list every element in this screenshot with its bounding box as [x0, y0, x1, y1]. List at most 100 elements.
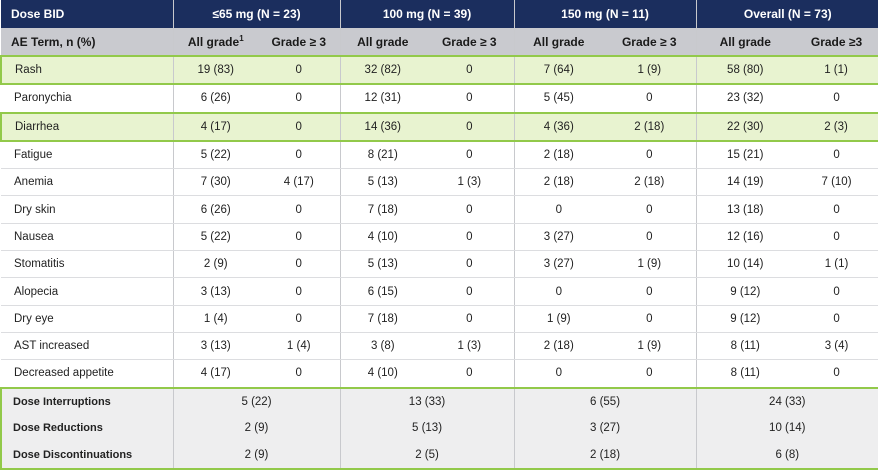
table-cell: 5 (22)	[173, 223, 258, 252]
table-cell: 3 (13)	[173, 277, 258, 306]
table-cell: 0	[794, 195, 878, 224]
table-cell: 0	[425, 111, 515, 142]
table-cell: 5 (13)	[340, 250, 426, 279]
ae-term: Dry skin	[1, 195, 174, 224]
table-cell: 3 (13)	[173, 332, 258, 361]
grade-subheader: Grade ≥ 3	[603, 28, 697, 56]
table-cell: 9 (12)	[696, 277, 795, 306]
table-cell: 15 (21)	[696, 140, 795, 170]
table-cell: 12 (16)	[696, 223, 795, 252]
table-cell: 4 (10)	[340, 223, 426, 252]
table-cell: 0	[603, 305, 697, 333]
table-row: Stomatitis 2 (9) 0 5 (13) 0 3 (27) 1 (9) 10 (14…	[1, 250, 878, 279]
table-cell: 4 (17)	[258, 168, 341, 197]
table-cell: 14 (36)	[340, 111, 426, 142]
table-cell: 5 (22)	[173, 140, 258, 170]
dose-cell: 3 (27)	[514, 415, 697, 442]
table-cell: 0	[425, 359, 515, 389]
table-cell: 0	[425, 195, 515, 224]
ae-term: Paronychia	[1, 84, 174, 114]
grade-subheader: All grade	[514, 28, 604, 56]
ae-term: Stomatitis	[1, 250, 174, 279]
table-cell: 0	[794, 223, 878, 252]
dose-cell: 2 (9)	[173, 441, 341, 470]
table-cell: 23 (32)	[696, 84, 795, 114]
table-row: AST increased 3 (13) 1 (4) 3 (8) 1 (3) 2 (18)…	[1, 332, 878, 361]
ae-term: Rash	[0, 54, 174, 86]
table-cell: 0	[603, 84, 697, 114]
table-cell: 3 (8)	[340, 332, 426, 361]
table-cell: 5 (45)	[514, 84, 604, 114]
dose-row-label: Dose Discontinuations	[0, 441, 174, 470]
table-cell: 0	[258, 359, 341, 389]
table-cell: 1 (9)	[603, 54, 697, 86]
grade-header-row: AE Term, n (%) All grade1 Grade ≥ 3 All …	[1, 28, 878, 56]
table-cell: 0	[794, 359, 878, 389]
table-cell: 4 (10)	[340, 359, 426, 389]
table-cell: 0	[258, 277, 341, 306]
table-cell: 5 (13)	[340, 168, 426, 197]
table-cell: 6 (26)	[173, 195, 258, 224]
table-row: Dry skin 6 (26) 0 7 (18) 0 0 0 13 (18) 0	[1, 195, 878, 224]
table-cell: 4 (17)	[173, 111, 258, 142]
table-cell: 0	[794, 277, 878, 306]
table-cell: 0	[258, 250, 341, 279]
table-cell: 0	[794, 140, 878, 170]
table-cell: 0	[258, 195, 341, 224]
grade-subheader: Grade ≥ 3	[258, 28, 341, 56]
table-cell: 13 (18)	[696, 195, 795, 224]
grade-subheader: Grade ≥ 3	[425, 28, 515, 56]
table-cell: 0	[794, 305, 878, 333]
table-row: Dry eye 1 (4) 0 7 (18) 0 1 (9) 0 9 (12) 0	[1, 305, 878, 333]
footnote-marker: 1	[239, 33, 244, 43]
dose-row: Dose Interruptions 5 (22) 13 (33) 6 (55) 24 …	[0, 386, 878, 416]
table-cell: 0	[425, 277, 515, 306]
table-cell: 7 (64)	[514, 54, 604, 86]
table-cell: 19 (83)	[173, 54, 258, 86]
group-header: 150 mg (N = 11)	[514, 0, 697, 28]
table-cell: 1 (9)	[514, 305, 604, 333]
table-cell: 0	[425, 54, 515, 86]
ae-term: AST increased	[1, 332, 174, 361]
dose-cell: 24 (33)	[696, 386, 878, 416]
table-cell: 7 (30)	[173, 168, 258, 197]
dose-cell: 5 (13)	[340, 415, 515, 442]
grade-subheader: All grade1	[173, 28, 258, 56]
table-row: Nausea 5 (22) 0 4 (10) 0 3 (27) 0 12 (16) 0	[1, 223, 878, 252]
table-cell: 0	[794, 84, 878, 114]
table-cell: 7 (18)	[340, 195, 426, 224]
table-cell: 6 (26)	[173, 84, 258, 114]
ae-term: Alopecia	[1, 277, 174, 306]
table-cell: 10 (14)	[696, 250, 795, 279]
ae-term: Dry eye	[1, 305, 174, 333]
grade-subheader: All grade	[696, 28, 795, 56]
table-cell: 8 (11)	[696, 332, 795, 361]
table-cell: 2 (18)	[514, 140, 604, 170]
table-cell: 9 (12)	[696, 305, 795, 333]
ae-term: Diarrhea	[0, 111, 174, 142]
table-cell: 0	[603, 359, 697, 389]
table-cell: 8 (11)	[696, 359, 795, 389]
table-cell: 7 (18)	[340, 305, 426, 333]
table-cell: 2 (18)	[603, 168, 697, 197]
table-cell: 1 (4)	[173, 305, 258, 333]
table-cell: 7 (10)	[794, 168, 878, 197]
table-cell: 0	[258, 111, 341, 142]
table-cell: 32 (82)	[340, 54, 426, 86]
table-cell: 0	[425, 223, 515, 252]
table-cell: 2 (3)	[794, 111, 878, 142]
table-row: Decreased appetite 4 (17) 0 4 (10) 0 0 0 8 (11)…	[1, 359, 878, 389]
table-cell: 12 (31)	[340, 84, 426, 114]
table-cell: 14 (19)	[696, 168, 795, 197]
table-row: Fatigue 5 (22) 0 8 (21) 0 2 (18) 0 15 (21) 0	[1, 140, 878, 170]
table-cell: 8 (21)	[340, 140, 426, 170]
dose-cell: 2 (9)	[173, 415, 341, 442]
dose-header-row: Dose BID ≤65 mg (N = 23) 100 mg (N = 39)…	[1, 0, 878, 28]
table-cell: 1 (9)	[603, 250, 697, 279]
table-cell: 0	[258, 84, 341, 114]
table-cell: 1 (9)	[603, 332, 697, 361]
table-cell: 1 (1)	[794, 250, 878, 279]
table-cell: 2 (9)	[173, 250, 258, 279]
dose-cell: 13 (33)	[340, 386, 515, 416]
